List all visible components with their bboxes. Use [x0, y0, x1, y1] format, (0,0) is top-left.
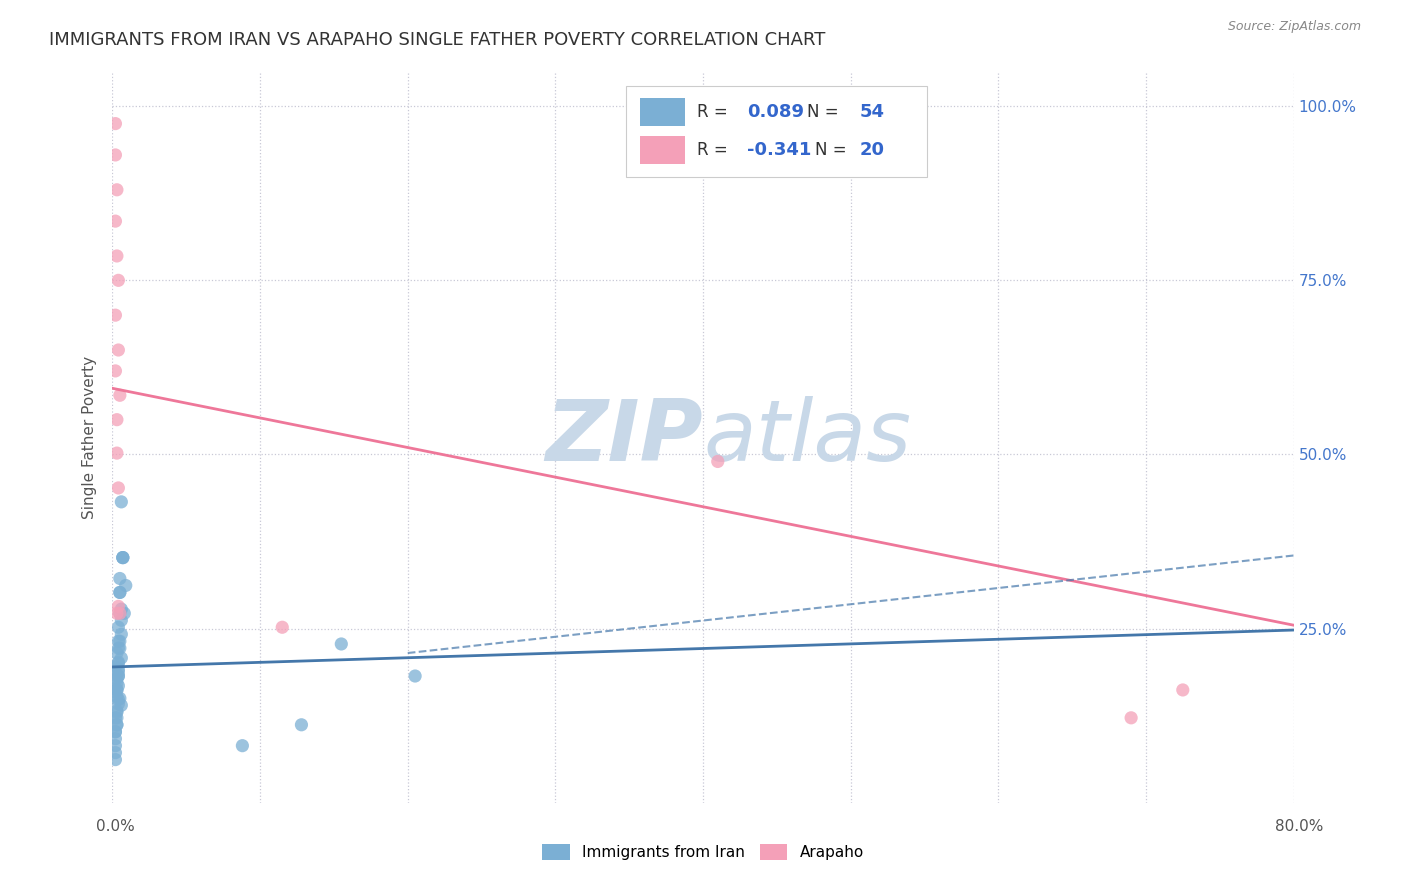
- Text: N =: N =: [815, 141, 852, 160]
- Point: [1119, 711, 1142, 725]
- Point: [107, 620, 129, 634]
- Point: [104, 746, 127, 760]
- Point: [104, 660, 127, 674]
- Point: [105, 682, 128, 697]
- Point: [105, 249, 128, 263]
- Point: [105, 183, 128, 197]
- Point: [104, 148, 127, 162]
- Point: [290, 718, 312, 732]
- Point: [110, 613, 132, 627]
- Point: [105, 412, 128, 426]
- Point: [111, 550, 134, 565]
- Point: [108, 634, 131, 648]
- Point: [104, 214, 127, 228]
- Point: [105, 676, 128, 690]
- Point: [330, 637, 353, 651]
- Point: [112, 607, 135, 621]
- Point: [110, 651, 132, 665]
- Point: [107, 273, 129, 287]
- Text: -0.341: -0.341: [747, 141, 811, 160]
- FancyBboxPatch shape: [640, 98, 685, 126]
- Point: [108, 691, 131, 706]
- Point: [105, 711, 128, 725]
- Point: [107, 634, 129, 648]
- Point: [105, 646, 128, 660]
- Point: [107, 679, 129, 693]
- Text: IMMIGRANTS FROM IRAN VS ARAPAHO SINGLE FATHER POVERTY CORRELATION CHART: IMMIGRANTS FROM IRAN VS ARAPAHO SINGLE F…: [49, 31, 825, 49]
- Point: [104, 739, 127, 753]
- Point: [104, 724, 127, 739]
- Point: [271, 620, 294, 634]
- Point: [104, 308, 127, 322]
- Point: [107, 343, 129, 357]
- Point: [108, 607, 131, 621]
- Point: [107, 655, 129, 669]
- Point: [110, 495, 132, 509]
- Point: [110, 602, 132, 616]
- Point: [114, 578, 136, 592]
- Text: R =: R =: [697, 141, 733, 160]
- Text: R =: R =: [697, 103, 733, 121]
- Text: 0.0%: 0.0%: [96, 820, 135, 834]
- Text: 20: 20: [860, 141, 886, 160]
- Point: [107, 669, 129, 683]
- Point: [111, 550, 134, 565]
- Point: [105, 446, 128, 460]
- Point: [104, 753, 127, 767]
- Point: [104, 711, 127, 725]
- Point: [706, 454, 728, 468]
- Y-axis label: Single Father Poverty: Single Father Poverty: [82, 356, 97, 518]
- Point: [103, 684, 125, 698]
- Point: [107, 692, 129, 706]
- Text: Source: ZipAtlas.com: Source: ZipAtlas.com: [1227, 20, 1361, 33]
- Point: [110, 698, 132, 713]
- Point: [104, 731, 127, 746]
- Point: [107, 481, 129, 495]
- Point: [105, 704, 128, 718]
- Point: [104, 724, 127, 739]
- Point: [105, 682, 128, 697]
- FancyBboxPatch shape: [640, 136, 685, 164]
- Point: [107, 599, 129, 614]
- Point: [107, 669, 129, 683]
- Point: [107, 662, 129, 676]
- Point: [110, 627, 132, 641]
- Point: [1171, 682, 1194, 697]
- Point: [107, 697, 129, 711]
- Text: N =: N =: [807, 103, 844, 121]
- Point: [108, 572, 131, 586]
- Text: 0.089: 0.089: [747, 103, 804, 121]
- Point: [107, 665, 129, 679]
- Point: [105, 718, 128, 732]
- Text: 54: 54: [860, 103, 886, 121]
- Point: [104, 117, 127, 131]
- Point: [105, 705, 128, 719]
- Point: [107, 657, 129, 671]
- Point: [231, 739, 253, 753]
- Point: [108, 585, 131, 599]
- Point: [111, 550, 134, 565]
- Legend: Immigrants from Iran, Arapaho: Immigrants from Iran, Arapaho: [536, 838, 870, 866]
- Point: [105, 672, 128, 686]
- Point: [108, 607, 131, 621]
- Point: [108, 641, 131, 656]
- Point: [104, 364, 127, 378]
- Text: ZIP: ZIP: [546, 395, 703, 479]
- Point: [105, 690, 128, 704]
- Point: [107, 641, 129, 656]
- Point: [105, 718, 128, 732]
- Point: [108, 585, 131, 599]
- Point: [108, 388, 131, 402]
- Text: 80.0%: 80.0%: [1275, 820, 1323, 834]
- Point: [105, 607, 128, 621]
- Text: atlas: atlas: [703, 395, 911, 479]
- Point: [404, 669, 426, 683]
- FancyBboxPatch shape: [626, 86, 928, 178]
